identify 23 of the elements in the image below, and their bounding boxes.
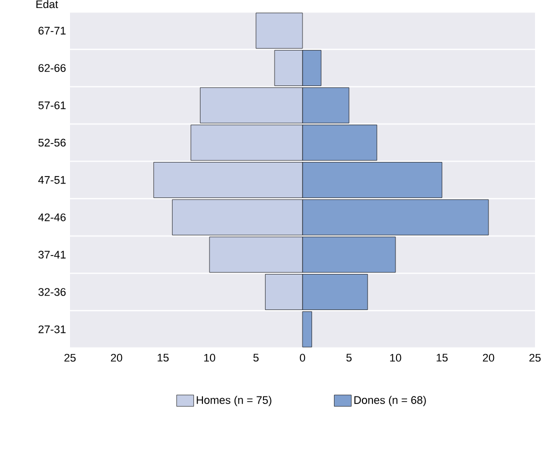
y-tick-label: 67-71: [38, 26, 66, 35]
x-tick-label: 20: [110, 354, 122, 362]
y-axis-title: Edat: [36, 0, 58, 8]
legend-label: Dones (n = 68): [354, 396, 426, 406]
y-tick-label: 32-36: [38, 288, 66, 296]
y-tick-label: 27-31: [38, 325, 66, 334]
x-tick-label: 0: [300, 354, 306, 362]
x-tick-label: 5: [346, 354, 352, 362]
y-tick-label: 42-46: [38, 213, 66, 222]
x-tick-label: 10: [204, 354, 216, 362]
y-tick-label: 52-56: [38, 138, 66, 147]
y-tick-label: 47-51: [38, 176, 66, 184]
legend-label: Homes (n = 75): [196, 396, 272, 406]
x-tick-label: 15: [158, 354, 169, 362]
x-tick-label: 15: [436, 354, 448, 362]
x-tick-label: 5: [253, 354, 259, 362]
x-tick-label: 25: [64, 354, 76, 362]
x-tick-label: 20: [482, 354, 494, 362]
y-tick-label: 57-61: [38, 101, 66, 110]
y-tick-label: 37-41: [38, 250, 66, 259]
y-tick-label: 62-66: [38, 64, 66, 72]
x-tick-label: 25: [529, 354, 541, 362]
x-tick-label: 10: [390, 354, 402, 362]
